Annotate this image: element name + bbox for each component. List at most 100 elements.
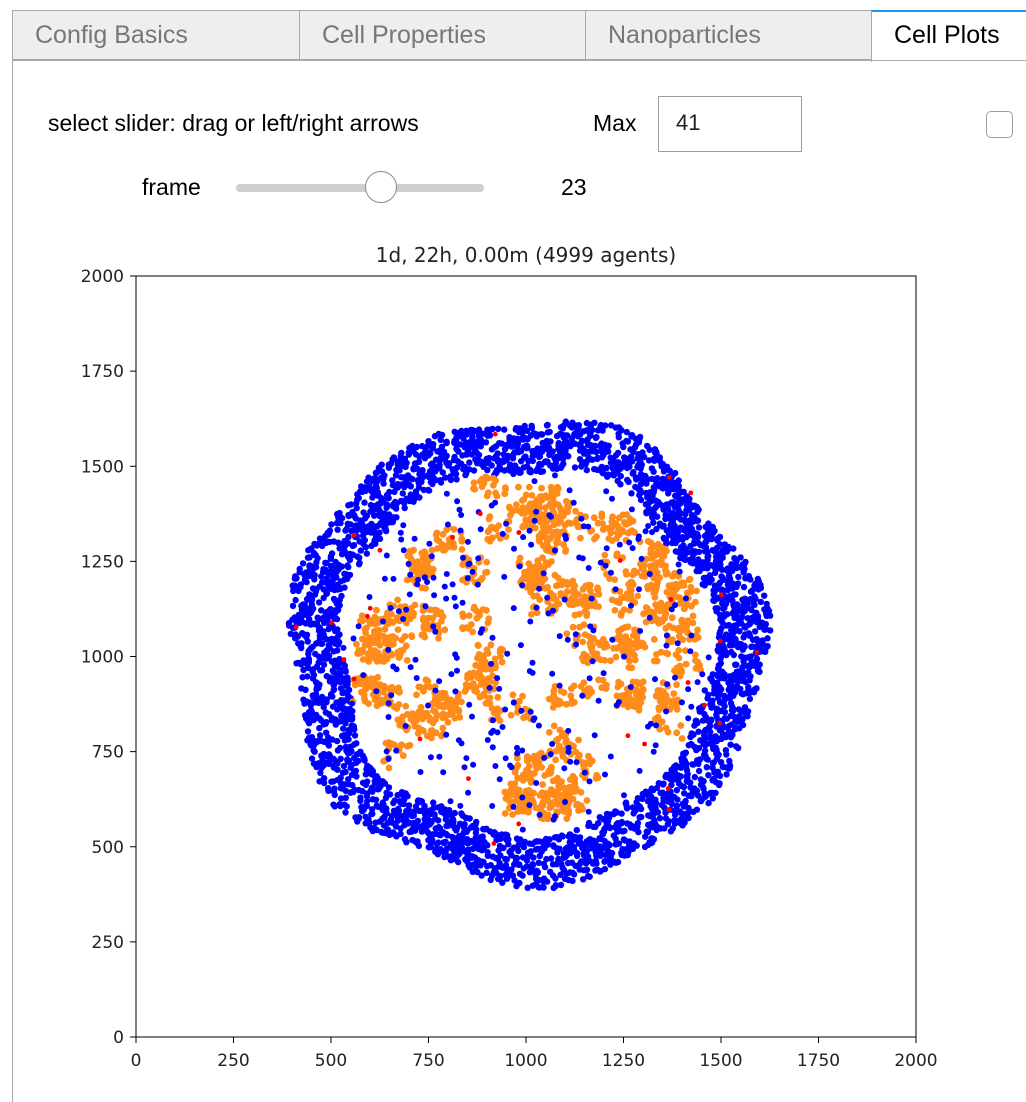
tab-cell-properties[interactable]: Cell Properties [299, 10, 586, 60]
cell-point-orange [491, 655, 499, 663]
cell-point-blue [387, 605, 394, 611]
cell-point-blue [374, 501, 382, 508]
cell-point-orange [396, 688, 403, 696]
cell-point-orange [621, 646, 629, 654]
cell-point-blue [715, 691, 723, 698]
cell-point-orange [549, 507, 557, 515]
cell-point-orange [594, 586, 602, 593]
cell-point-orange [677, 635, 684, 642]
cell-point-blue [514, 440, 522, 448]
cell-point-blue [418, 470, 425, 477]
cell-point-orange [419, 561, 427, 568]
slider-hint-label: select slider: drag or left/right arrows [48, 110, 419, 136]
cell-point-blue [592, 840, 599, 848]
cell-point-blue [750, 595, 757, 602]
cell-point-blue [518, 707, 525, 714]
cell-point-orange [620, 594, 628, 601]
cell-point-blue [437, 477, 444, 484]
cell-point-blue [535, 876, 543, 884]
cell-point-blue [535, 464, 542, 471]
cell-point-blue [536, 811, 543, 818]
cell-point-blue [607, 853, 614, 860]
cell-point-blue [565, 727, 572, 734]
cell-point-blue [549, 670, 556, 677]
cell-point-blue [344, 677, 351, 683]
cell-point-orange [483, 664, 491, 672]
y-tick-label: 0 [113, 1028, 124, 1048]
cell-point-orange [482, 569, 489, 576]
cell-point-blue [526, 802, 533, 809]
frame-slider-handle[interactable] [365, 171, 398, 203]
cell-point-orange [428, 546, 436, 554]
cell-point-blue [523, 427, 531, 434]
cell-point-blue [342, 768, 349, 776]
tab-nanoparticles[interactable]: Nanoparticles [585, 10, 872, 60]
cell-point-blue [529, 669, 536, 676]
cell-point-blue [481, 838, 488, 846]
cell-point-orange [639, 640, 647, 647]
cell-point-orange [692, 598, 699, 606]
cell-point-orange [456, 713, 464, 721]
cell-point-orange [539, 798, 547, 806]
cell-point-blue [516, 861, 523, 868]
cell-point-blue [381, 472, 388, 479]
cell-point-blue [739, 646, 746, 653]
cell-point-orange [687, 583, 695, 591]
cell-point-blue [685, 715, 692, 722]
tab-config-basics[interactable]: Config Basics [12, 10, 300, 60]
cell-point-orange [432, 610, 440, 617]
cell-point-blue [366, 594, 373, 600]
toggle-checkbox[interactable] [986, 111, 1013, 138]
cell-point-blue [446, 854, 453, 861]
max-frame-input[interactable]: 41 [658, 96, 802, 152]
cell-point-blue [617, 481, 624, 488]
cell-point-blue [523, 443, 530, 450]
cell-point-blue [371, 485, 379, 492]
cell-point-blue [615, 434, 622, 441]
cell-point-blue [340, 576, 347, 584]
cell-point-orange [673, 705, 681, 713]
cell-point-blue [652, 497, 660, 504]
cell-point-blue [751, 628, 759, 635]
cell-point-blue [400, 817, 407, 824]
cell-point-blue [452, 852, 459, 859]
cell-point-blue [459, 832, 466, 840]
cell-point-blue [597, 867, 604, 875]
cell-point-blue [494, 675, 501, 682]
cell-point-blue [325, 742, 333, 749]
cell-point-blue [495, 847, 502, 854]
frame-slider-track[interactable] [236, 184, 484, 192]
cell-point-blue [741, 595, 749, 602]
cell-point-blue [689, 761, 696, 768]
cell-point-blue [401, 455, 408, 462]
cell-point-blue [623, 428, 630, 436]
cell-point-orange [537, 749, 545, 757]
cell-point-blue [658, 461, 665, 469]
cell-point-blue [667, 828, 675, 835]
cell-point-blue [444, 832, 451, 839]
cell-point-blue [342, 705, 349, 713]
cell-point-blue [392, 823, 400, 830]
cell-point-blue [441, 583, 448, 590]
cell-point-orange [558, 581, 566, 589]
cell-point-blue [381, 525, 388, 532]
cell-point-blue [677, 516, 685, 523]
cell-point-blue [432, 846, 440, 853]
cell-point-blue [369, 826, 376, 834]
cell-point-blue [337, 795, 345, 802]
cell-point-blue [437, 436, 444, 443]
cell-point-orange [593, 771, 601, 779]
cell-point-blue [582, 851, 589, 858]
cell-point-orange [378, 657, 386, 665]
cell-point-blue [379, 799, 386, 806]
tab-cell-plots[interactable]: Cell Plots [871, 10, 1026, 62]
cell-point-orange [474, 653, 482, 661]
cell-point-blue [325, 529, 333, 537]
cell-point-blue [465, 850, 472, 858]
cell-point-blue [649, 787, 657, 794]
cell-point-blue [530, 854, 537, 861]
cell-point-blue [742, 631, 749, 638]
cell-point-blue [451, 428, 458, 435]
cell-point-blue [712, 558, 720, 565]
cell-point-blue [349, 700, 356, 707]
